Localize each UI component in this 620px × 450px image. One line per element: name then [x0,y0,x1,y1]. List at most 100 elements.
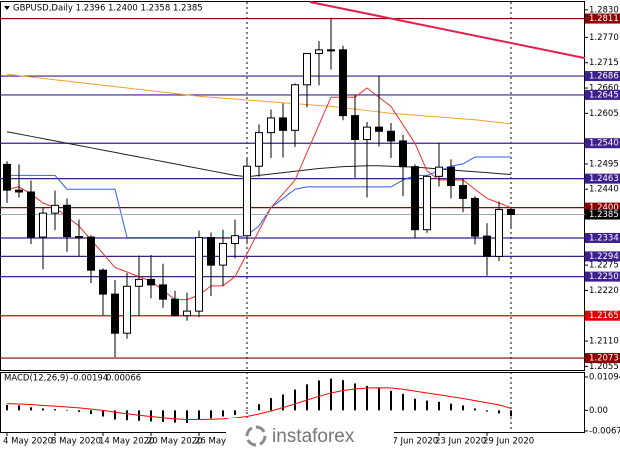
macd-bar [462,405,464,411]
candle-body [123,285,131,334]
watermark-box [226,418,394,450]
level-label-box [585,138,620,149]
candle-body [351,115,359,141]
macd-bar [294,389,296,411]
x-tick-label: 20 May 2020 [147,437,202,447]
y-tick-label: 1.2770 [589,33,619,43]
macd-bar [414,398,416,411]
candle-body [411,166,419,231]
candle-body [171,298,179,317]
level-label-box [585,232,620,243]
candle-body [447,166,455,187]
macd-bar [438,401,440,411]
macd-bar [450,403,452,411]
candle-body [495,208,503,257]
macd-bar [198,410,200,420]
y-tick-label: 1.2715 [589,58,619,68]
candle-body [327,49,335,52]
indicator-value: -0.00194 [70,374,108,384]
y-tick-label: 1.2110 [589,337,619,347]
indicator-line [6,73,512,125]
macd-bar [78,410,80,412]
candle-body [27,191,35,238]
current-price-label: 1.2385 [589,210,619,220]
macd-bar [162,410,164,422]
candle-body [399,140,407,168]
candle-body [363,126,371,141]
candle-body [15,189,23,193]
candle-body [183,310,191,317]
macd-bar [306,384,308,411]
macd-bar [378,388,380,411]
macd-bar [270,398,272,411]
macd-bar [498,410,500,414]
macd-bar [114,410,116,420]
candle-body [483,235,491,257]
macd-bar [102,410,104,417]
x-tick-label: 23 Jun 2020 [435,437,486,447]
macd-bar [222,410,224,417]
macd-bar [246,410,248,411]
macd-bar [126,410,128,421]
y-tick-label: 1.2440 [589,185,619,195]
trendline [309,1,586,60]
watermark-logo [245,425,267,447]
candle-body [459,185,467,199]
y-tick-label: 1.2220 [589,286,619,296]
macd-bar [42,408,44,411]
macd-bar [186,410,188,423]
candle-body [423,175,431,231]
macd-bar [6,404,8,411]
indicator-value: 0.00066 [106,374,141,384]
macd-bar [354,383,356,411]
current-price-box [585,209,620,220]
macd-bar [390,390,392,411]
candle-body [219,243,227,266]
candle-body [471,197,479,237]
candle-body [3,163,11,191]
macd-bar [474,408,476,411]
y-tick-label: 1.2055 [589,362,619,372]
x-tick-label: 17 Jun 2020 [387,437,438,447]
y-tick-label: 1.2605 [589,109,619,119]
x-tick-label: 8 May 2020 [51,437,101,447]
macd-bar [66,410,68,411]
main-frame [0,1,585,371]
level-label: 1.2250 [589,272,619,282]
candle-body [111,293,119,334]
candle-body [231,235,239,244]
macd-bar [366,385,368,411]
candle-body [99,269,107,295]
macd-bar [282,394,284,411]
candle-body [63,204,71,238]
macd-y-tick-label: 0.01094 [589,372,620,382]
watermark: instaforex [226,418,394,450]
candle-body [279,117,287,131]
macd-bar [210,410,212,419]
macd-signal [6,387,512,421]
y-tick-label: 1.2660 [589,84,619,94]
candle-body [135,278,143,287]
level-label-box [585,71,620,82]
candle-body [375,126,383,132]
macd-bar [426,400,428,411]
macd-y-tick-label: -0.00673 [589,426,620,436]
macd-bar [30,407,32,411]
y-tick-label: 1.2275 [589,261,619,271]
indicator-header: MACD(12,26,9) -0.00194 0.00066 [4,374,141,384]
macd-bar [258,404,260,411]
level-label-box [585,173,620,184]
candle-body [339,49,347,117]
level-label-box [585,202,620,213]
macd-bar [54,409,56,411]
candle-body [291,84,299,131]
macd-bar [234,410,236,415]
level-label: 1.2073 [589,354,619,364]
candle-body [51,204,59,214]
candle-body [207,237,215,266]
level-label: 1.2811 [589,14,619,24]
level-label: 1.2334 [589,233,619,243]
candle-body [387,130,395,142]
